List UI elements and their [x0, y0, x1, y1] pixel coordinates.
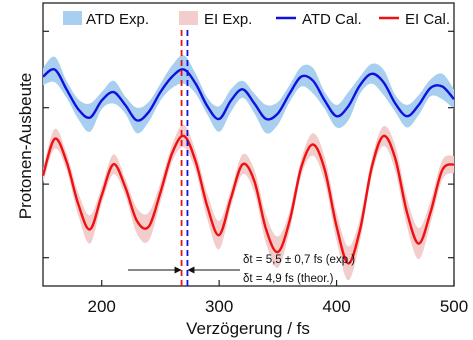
legend-swatch-ei-exp [179, 11, 198, 25]
legend-label-atd-cal: ATD Cal. [302, 11, 362, 28]
x-tick-label-1: 300 [205, 297, 233, 316]
band-1 [43, 124, 454, 281]
legend-label-atd-exp: ATD Exp. [86, 11, 149, 28]
y-axis-label: Protonen-Ausbeute [16, 73, 35, 220]
x-axis-label: Verzögerung / fs [186, 319, 310, 338]
legend: ATD Exp. EI Exp. ATD Cal. EI Cal. [63, 11, 450, 28]
legend-swatch-atd-exp [63, 11, 82, 25]
series-line-0 [42, 67, 455, 122]
x-tick-label-2: 400 [322, 297, 350, 316]
x-tick-label-0: 200 [88, 297, 116, 316]
calculated-lines [41, 67, 455, 265]
axis-ticks: 200 300 400 500 [43, 30, 468, 316]
plot-area-frame [42, 2, 455, 287]
delay-markers [180, 30, 189, 286]
legend-label-ei-exp: EI Exp. [204, 11, 252, 28]
x-tick-label-3: 500 [440, 297, 468, 316]
annotation-theor: δt = 4,9 fs (theor.) [243, 273, 334, 285]
legend-label-ei-cal: EI Cal. [405, 11, 450, 28]
series-line-1 [41, 134, 455, 265]
delay-annotation: δt = 5,5 ± 0,7 fs (exp.) δt = 4,9 fs (th… [128, 254, 355, 285]
annotation-exp: δt = 5,5 ± 0,7 fs (exp.) [243, 254, 355, 266]
arrow-left-head [174, 266, 182, 274]
arrow-right-head [187, 266, 195, 274]
